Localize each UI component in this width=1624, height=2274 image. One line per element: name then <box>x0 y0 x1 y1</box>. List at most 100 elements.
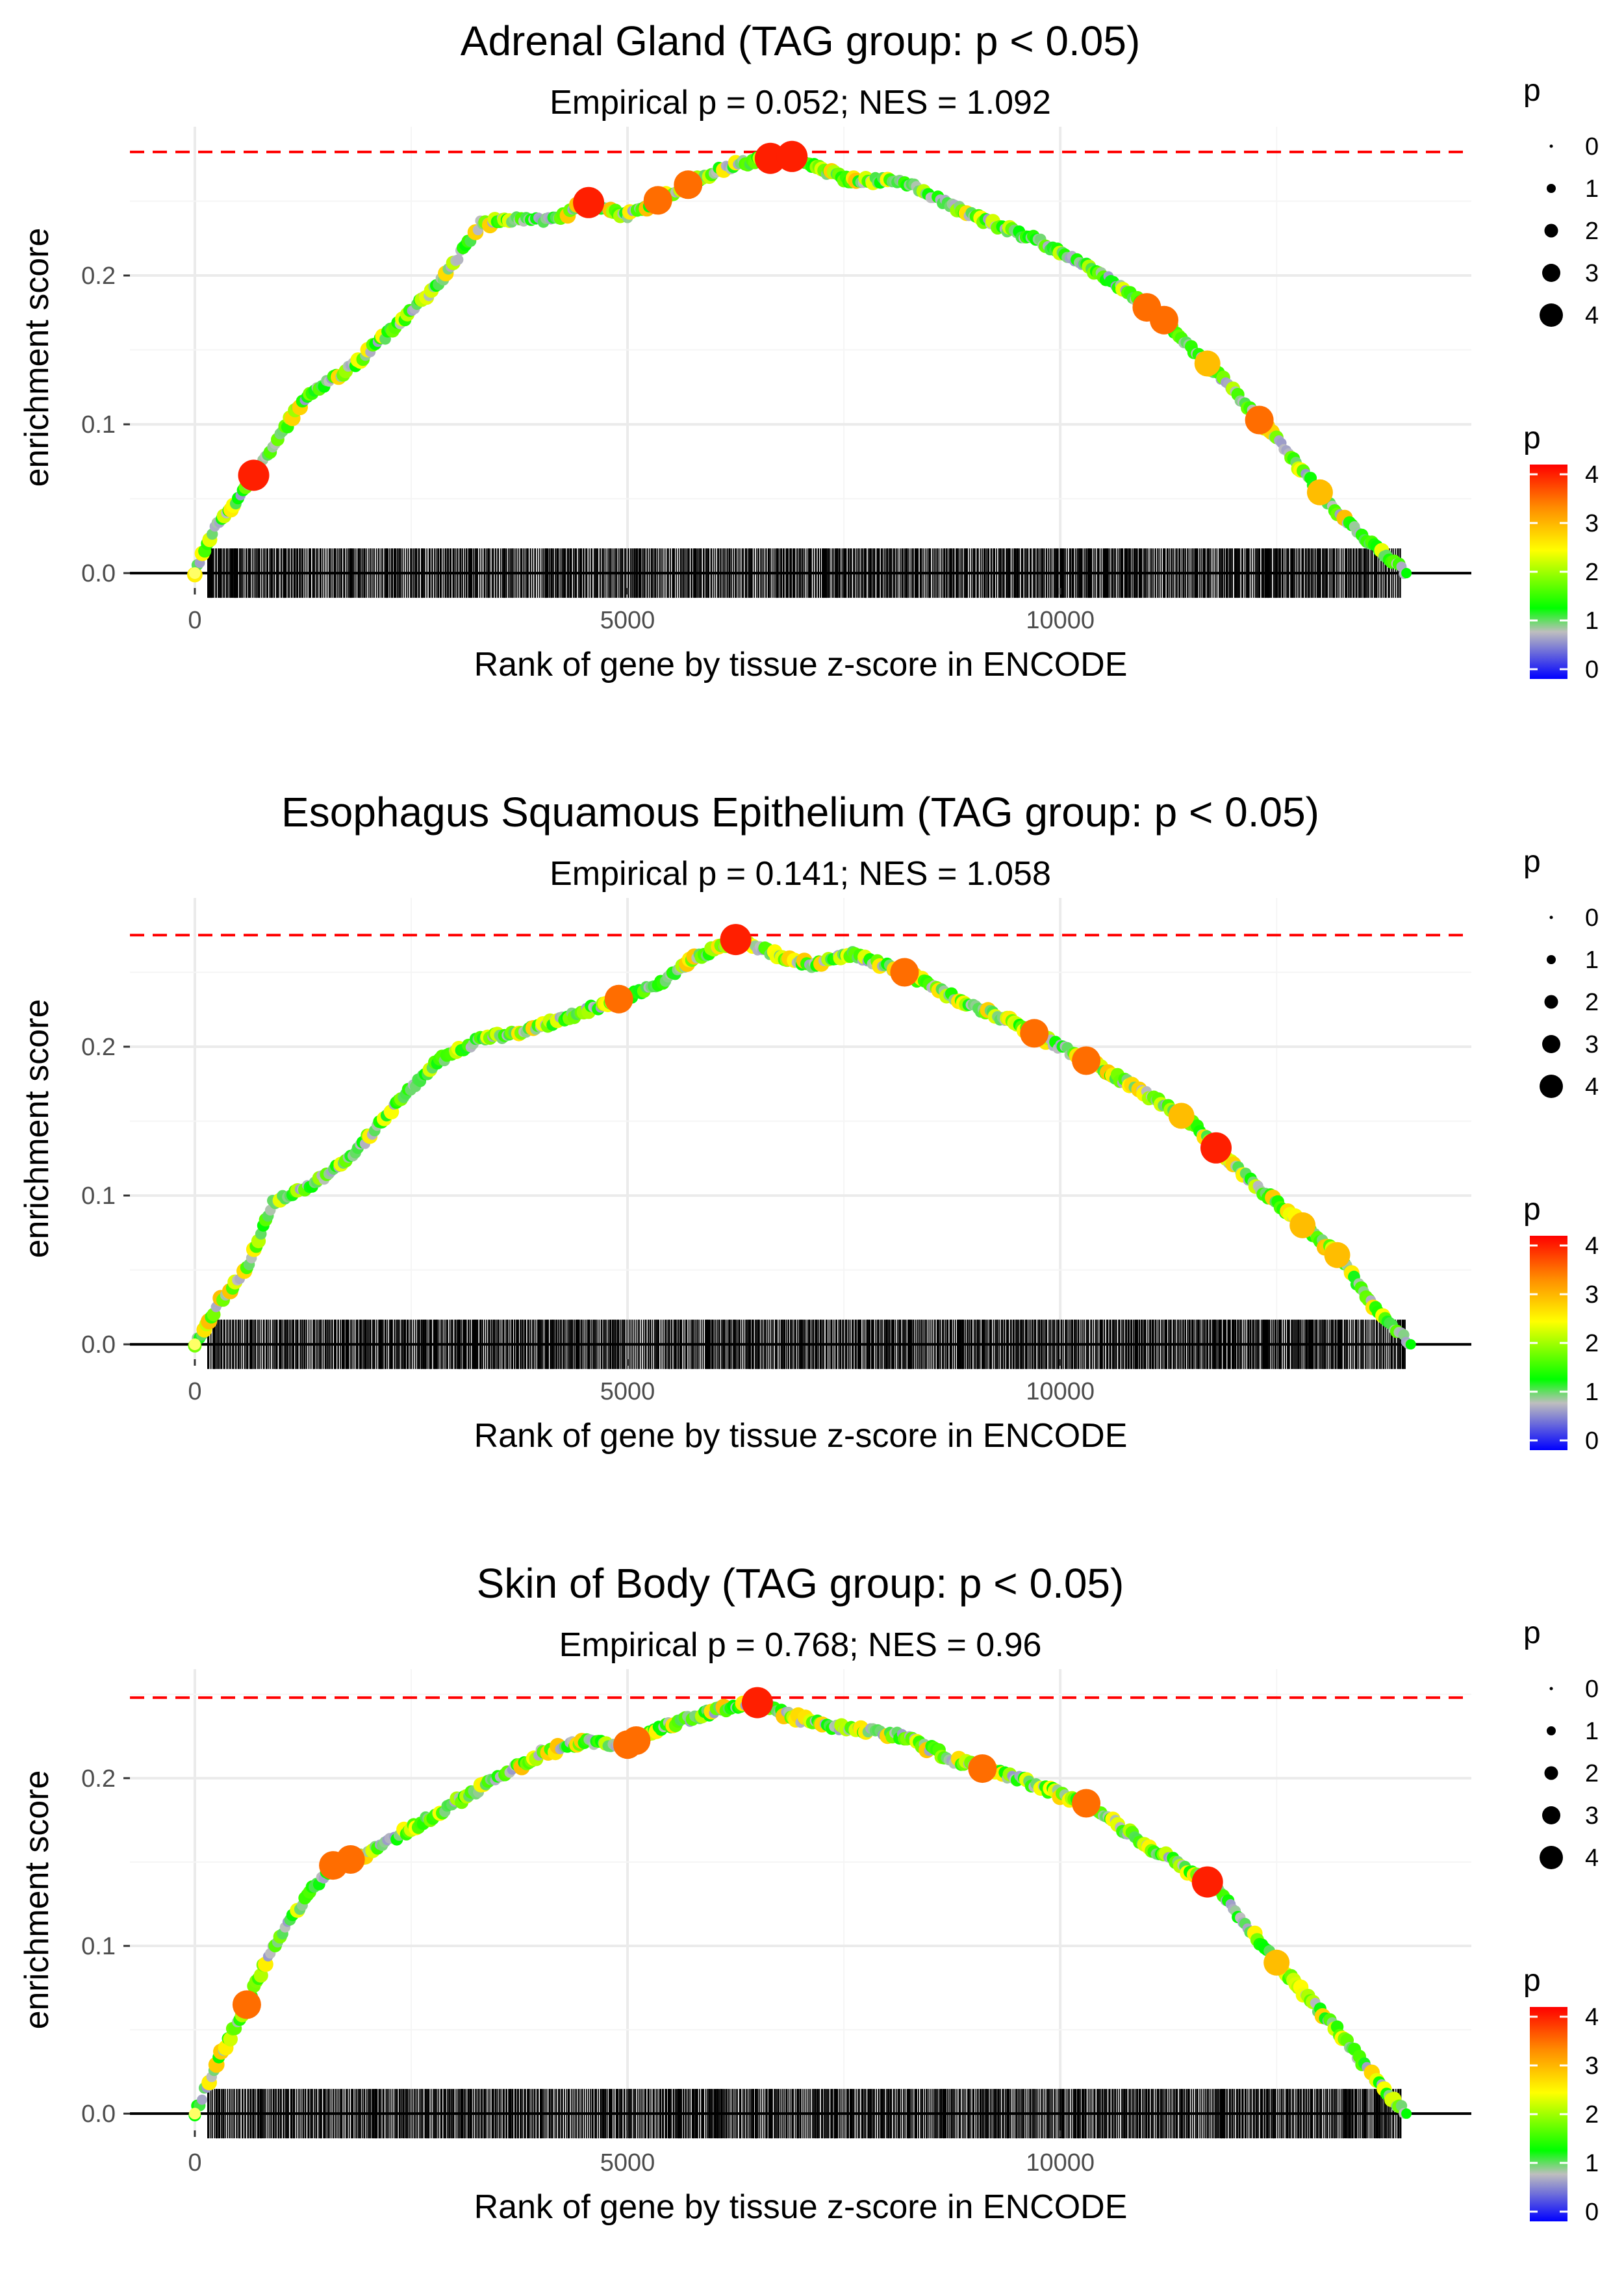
y-tick-label: 0.0 <box>81 2101 116 2128</box>
color-legend-label: 0 <box>1585 1427 1599 1455</box>
curve-point <box>197 2094 207 2105</box>
color-legend-title: p <box>1523 1963 1541 1998</box>
size-legend-dot <box>1547 184 1556 193</box>
chart-title: Adrenal Gland (TAG group: p < 0.05) <box>461 18 1141 64</box>
highlight-point <box>1263 1949 1290 1976</box>
x-tick-label: 5000 <box>600 607 655 634</box>
chart-title: Esophagus Squamous Epithelium (TAG group… <box>281 789 1319 836</box>
chart-panel-1: Adrenal Gland (TAG group: p < 0.05) Empir… <box>18 18 1599 683</box>
color-legend-label: 4 <box>1585 2004 1599 2031</box>
size-legend: p 0 1 2 3 4 <box>1523 1616 1599 1872</box>
x-tick-label: 5000 <box>600 1378 655 1405</box>
color-legend-label: 1 <box>1585 2150 1599 2177</box>
size-legend-dot <box>1549 1687 1553 1691</box>
es-curve <box>188 932 1416 1353</box>
x-tick-label: 10000 <box>1026 1378 1095 1405</box>
highlight-point <box>890 958 919 987</box>
highlight-point <box>1168 1103 1195 1129</box>
color-legend: p 4 3 2 1 0 <box>1523 421 1599 683</box>
curve-point <box>188 567 201 580</box>
x-tick-label: 5000 <box>600 2149 655 2177</box>
y-tick-label: 0.0 <box>81 1331 116 1359</box>
chart-title: Skin of Body (TAG group: p < 0.05) <box>477 1560 1124 1607</box>
curve-point <box>188 1338 201 1351</box>
size-legend-dot <box>1542 1035 1560 1053</box>
size-legend-dot <box>1549 144 1553 148</box>
highlight-point <box>238 459 270 491</box>
size-legend-label: 1 <box>1585 1718 1599 1745</box>
y-tick-label: 0.2 <box>81 262 116 290</box>
color-legend-label: 2 <box>1585 559 1599 586</box>
color-legend-label: 2 <box>1585 2101 1599 2128</box>
size-legend-dot <box>1540 1846 1563 1869</box>
color-legend: p 4 3 2 1 0 <box>1523 1192 1599 1455</box>
y-axis-label: enrichment score <box>18 999 56 1258</box>
highlight-point <box>573 186 605 218</box>
size-legend-label: 3 <box>1585 1802 1599 1830</box>
curve-point <box>1401 2108 1412 2119</box>
y-axis-label: enrichment score <box>18 1770 56 2030</box>
highlight-point <box>1072 1789 1101 1818</box>
x-tick-label: 0 <box>188 1378 201 1405</box>
size-legend-dot <box>1547 1726 1556 1735</box>
highlight-points <box>232 1687 1290 2019</box>
size-legend-label: 0 <box>1585 1676 1599 1703</box>
highlight-points <box>604 924 1351 1268</box>
size-legend-label: 1 <box>1585 175 1599 203</box>
highlight-point <box>1245 405 1274 435</box>
highlight-point <box>674 170 703 199</box>
size-legend-dot <box>1544 224 1558 238</box>
size-legend-title: p <box>1523 73 1541 108</box>
x-tick-label: 0 <box>188 2149 201 2177</box>
highlight-point <box>336 1845 365 1874</box>
y-tick-label: 0.1 <box>81 1182 116 1210</box>
x-axis-label: Rank of gene by tissue z-score in ENCODE <box>474 2188 1128 2226</box>
highlight-point <box>776 140 808 172</box>
color-legend-title: p <box>1523 1192 1541 1227</box>
color-legend-label: 0 <box>1585 2199 1599 2226</box>
gridlines <box>130 127 1471 588</box>
color-legend-label: 4 <box>1585 1233 1599 1260</box>
size-legend-title: p <box>1523 845 1541 879</box>
size-legend-label: 4 <box>1585 1073 1599 1101</box>
x-axis-label: Rank of gene by tissue z-score in ENCODE <box>474 646 1128 683</box>
highlight-point <box>968 1754 997 1783</box>
y-tick-label: 0.1 <box>81 411 116 439</box>
chart-panel-2: Esophagus Squamous Epithelium (TAG group… <box>18 789 1599 1455</box>
curve-point <box>453 254 464 265</box>
size-legend-label: 4 <box>1585 1845 1599 1872</box>
size-legend-dot <box>1540 1075 1563 1098</box>
y-axis-label: enrichment score <box>18 228 56 487</box>
color-legend-label: 2 <box>1585 1330 1599 1357</box>
highlight-point <box>720 924 752 956</box>
size-legend-dot <box>1544 995 1558 1009</box>
size-legend-label: 3 <box>1585 1031 1599 1058</box>
highlight-point <box>1306 479 1333 505</box>
curve-point <box>223 2032 238 2047</box>
highlight-point <box>741 1687 773 1718</box>
highlight-point <box>604 984 633 1014</box>
y-tick-label: 0.2 <box>81 1034 116 1061</box>
size-legend-label: 0 <box>1585 133 1599 160</box>
color-legend-label: 3 <box>1585 2052 1599 2080</box>
highlight-point <box>622 1726 651 1755</box>
size-legend-dot <box>1542 264 1560 282</box>
size-legend-dot <box>1549 915 1553 919</box>
highlight-point <box>1191 1866 1223 1898</box>
chart-subtitle: Empirical p = 0.141; NES = 1.058 <box>550 855 1051 893</box>
size-legend-dot <box>1540 303 1563 327</box>
size-legend-dot <box>1547 955 1556 964</box>
chart-subtitle: Empirical p = 0.052; NES = 1.092 <box>550 84 1051 121</box>
chart-panel-3: Skin of Body (TAG group: p < 0.05) Empiri… <box>18 1560 1599 2226</box>
color-legend-label: 4 <box>1585 461 1599 489</box>
curve-point <box>1405 1339 1416 1350</box>
x-tick-label: 10000 <box>1026 2149 1095 2177</box>
size-legend: p 0 1 2 3 4 <box>1523 845 1599 1101</box>
highlight-point <box>232 1990 261 2019</box>
color-legend-title: p <box>1523 421 1541 455</box>
size-legend-label: 2 <box>1585 1760 1599 1787</box>
highlight-point <box>1072 1046 1101 1075</box>
color-legend: p 4 3 2 1 0 <box>1523 1963 1599 2226</box>
highlight-point <box>643 186 672 215</box>
